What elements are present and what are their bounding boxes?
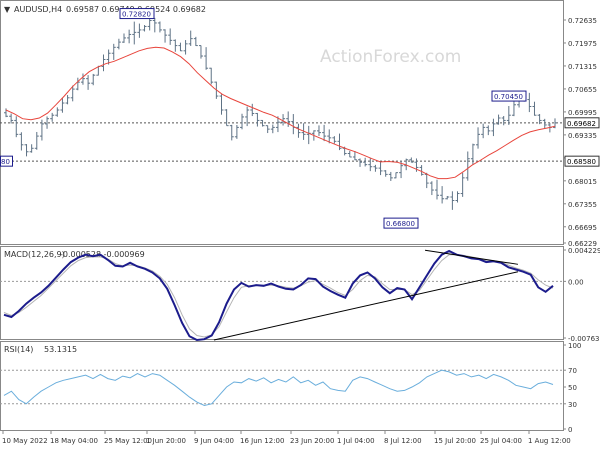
x-label: 16 Jun 12:00 (240, 437, 284, 445)
price-annotation-box (119, 8, 155, 20)
price-annotation-box (383, 217, 419, 229)
price-annotation-label: 80 (1, 158, 10, 166)
price-y-label: 0.69995 (568, 109, 597, 117)
x-label: 10 May 2022 (2, 437, 48, 445)
watermark: ActionForex.com (320, 47, 461, 67)
current-price-box: 0.69682 0.68580 (564, 117, 600, 167)
x-label: 1 Jun 20:00 (146, 437, 186, 445)
price-y-label: 0.70655 (568, 86, 597, 94)
price-y-label: 0.67355 (568, 201, 597, 209)
rsi-y-label: 30 (568, 401, 577, 409)
price-tag-box (564, 155, 600, 167)
macd-y-label: 0.004229 (568, 247, 600, 255)
price-tag-box (564, 117, 600, 129)
header-symbol: AUDUSD,H4 (14, 5, 62, 14)
price-y-label: 0.66695 (568, 224, 597, 232)
rsi-y-axis: 100 70 50 30 0 (563, 342, 581, 434)
sma-line (5, 46, 556, 180)
x-label: 8 Jul 12:00 (384, 437, 422, 445)
x-label: 1 Aug 12:00 (528, 437, 571, 445)
x-label: 23 Jun 20:00 (290, 437, 334, 445)
price-y-label: 0.72635 (568, 17, 597, 25)
price-annotation-box (0, 155, 13, 167)
x-label: 18 May 04:00 (50, 437, 98, 445)
macd-values: -0.000528 -0.000969 (60, 250, 145, 259)
rsi-y-label: 0 (568, 426, 572, 434)
macd-y-axis: 0.004229 0.00 -0.007633 (563, 247, 600, 343)
price-y-label: 0.71315 (568, 63, 597, 71)
macd-line (3, 249, 554, 342)
price-y-axis: 0.72635 0.71975 0.71315 0.70655 0.69995 0.693… (563, 17, 597, 248)
x-label: 1 Jul 04:00 (337, 437, 375, 445)
macd-trendline (424, 249, 519, 265)
x-label: 15 Jul 20:00 (434, 437, 476, 445)
price-y-label: 0.68015 (568, 178, 597, 186)
macd-trendlines (213, 249, 519, 341)
macd-title: MACD(12,26,9) (4, 250, 65, 259)
rsi-title: RSI(14) (4, 345, 33, 354)
rsi-line (3, 369, 554, 407)
macd-signal-line (3, 254, 554, 338)
price-y-label: 0.66229 (568, 240, 597, 248)
macd-y-label: -0.007633 (568, 335, 600, 343)
price-tag-label: 0.69682 (567, 120, 596, 128)
rsi-panel-border (0, 341, 564, 431)
x-label: 9 Jun 04:00 (194, 437, 234, 445)
price-annotation-label: 0.72820 (122, 11, 151, 19)
macd-panel-border (0, 246, 564, 340)
price-y-label: 0.69335 (568, 132, 597, 140)
header-arrow-icon: ▼ (4, 5, 11, 14)
price-annotations: 0.72820 0.70450 0.66800 80 (0, 8, 527, 229)
x-axis: 10 May 2022 18 May 04:00 25 May 12:001 Jun… (2, 431, 571, 445)
price-y-label: 0.71975 (568, 40, 597, 48)
price-annotation-label: 0.70450 (494, 93, 523, 101)
price-dotted-lines (0, 122, 563, 162)
price-annotation-label: 0.66800 (386, 220, 415, 228)
rsi-y-label: 70 (568, 367, 577, 375)
x-label: 25 May 12:00 (104, 437, 152, 445)
x-label: 25 Jul 04:00 (480, 437, 522, 445)
macd-trendline (213, 271, 519, 341)
rsi-y-label: 50 (568, 384, 577, 392)
macd-y-label: 0.00 (568, 278, 584, 286)
rsi-y-label: 100 (568, 342, 581, 350)
price-bars (4, 17, 557, 210)
rsi-value: 53.1315 (44, 345, 77, 354)
rsi-level-lines (0, 369, 563, 405)
price-annotation-box (491, 90, 527, 102)
price-tag-label: 0.68580 (567, 158, 596, 166)
